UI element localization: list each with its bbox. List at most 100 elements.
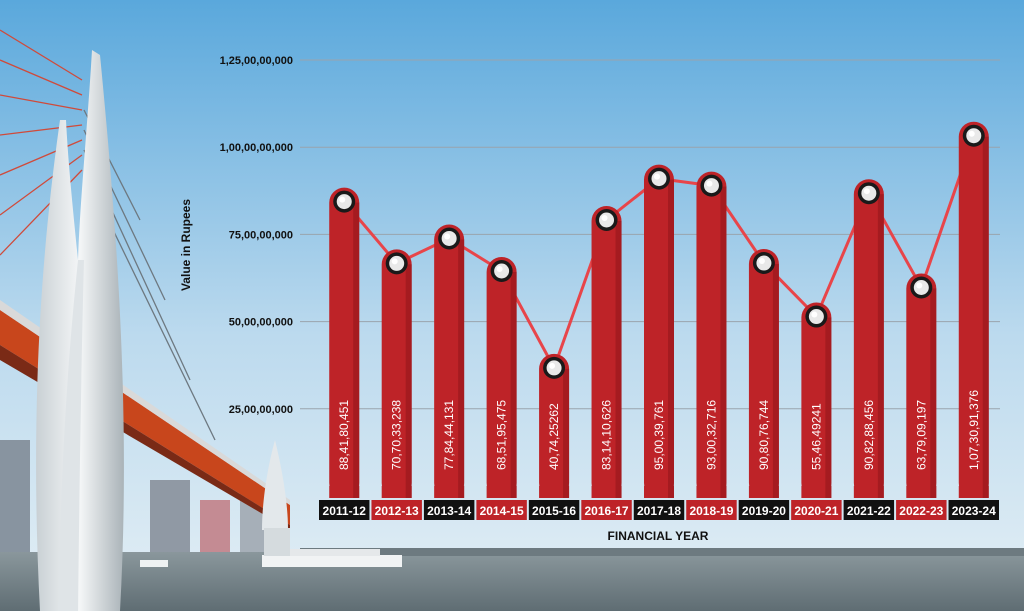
bar-2019-20 <box>748 249 779 498</box>
value-label: 1,07,30,91,376 <box>967 390 981 470</box>
category-label: 2012-13 <box>375 504 419 518</box>
category-label: 2011-12 <box>323 504 367 518</box>
bar-base <box>906 486 937 498</box>
bar-base <box>539 486 570 498</box>
bar-2018-19 <box>696 171 727 498</box>
bar-shade <box>563 368 570 498</box>
bar-shade <box>720 186 727 498</box>
marker-highlight <box>654 173 660 180</box>
category-label-box <box>686 500 737 520</box>
bar-shade <box>668 179 674 498</box>
bar-shade <box>772 264 779 498</box>
y-axis-title: Value in Rupees <box>179 199 193 291</box>
category-label: 2013-14 <box>427 504 471 518</box>
bar-2013-14 <box>434 224 465 498</box>
bar-2011-12 <box>329 187 360 499</box>
bar-base <box>486 486 517 498</box>
bar-base <box>801 486 832 498</box>
bar-2014-15 <box>486 257 517 498</box>
bar-shade <box>825 317 832 498</box>
category-label-box <box>738 500 790 520</box>
x-axis-title: FINANCIAL YEAR <box>608 529 709 543</box>
category-label: 2021-22 <box>847 504 891 518</box>
bar-base <box>958 486 989 498</box>
category-label-box <box>371 500 422 520</box>
bar-base <box>591 486 622 498</box>
value-label: 88,41,80,451 <box>337 400 351 470</box>
category-label-box <box>633 500 685 520</box>
marker-highlight <box>549 362 556 369</box>
category-label: 2014-15 <box>480 504 524 518</box>
bar-shade <box>877 194 884 498</box>
bar-shade <box>930 288 937 498</box>
marker-highlight <box>863 188 870 195</box>
marker-highlight <box>916 282 923 289</box>
bar-2015-16 <box>539 353 570 498</box>
category-label: 2015-16 <box>532 504 576 518</box>
bar-shade <box>510 272 517 498</box>
bar-2020-21 <box>801 302 832 498</box>
marker-highlight <box>444 233 451 240</box>
marker-highlight <box>496 266 503 273</box>
category-label: 2017-18 <box>637 504 681 518</box>
bar-base <box>381 486 412 498</box>
value-labels: 88,41,80,451 70,70,33,238 77,84,44,131 68,5… <box>337 390 981 470</box>
marker-highlight <box>391 258 398 265</box>
category-labels: 2011-12 2012-13 2013-14 2014-15 2015-16 2016-… <box>319 500 999 520</box>
bar-2022-23 <box>906 273 937 498</box>
value-label: 90,82,88,456 <box>862 400 876 470</box>
category-label: 2016-17 <box>585 504 629 518</box>
category-label-box <box>896 500 947 520</box>
bridge-tower <box>36 50 124 611</box>
y-tick-label: 25,00,00,000 <box>229 404 293 416</box>
bar-base <box>644 486 674 498</box>
category-label-box <box>528 500 580 520</box>
y-tick-label: 50,00,00,000 <box>229 317 293 329</box>
category-label: 2019-20 <box>742 504 786 518</box>
bar-base <box>696 486 727 498</box>
category-label-box <box>423 500 475 520</box>
value-label: 90,80,76,744 <box>757 400 771 470</box>
category-label-box <box>319 500 370 520</box>
value-label: 77,84,44,131 <box>442 400 456 470</box>
value-label: 55,46,49241 <box>809 403 823 470</box>
category-label: 2023-24 <box>952 504 996 518</box>
water <box>0 548 1024 611</box>
y-tick-label: 1,00,00,00,000 <box>220 142 293 154</box>
bar-base <box>853 486 884 498</box>
category-label-box <box>476 500 527 520</box>
bar-shade <box>458 239 465 498</box>
value-label: 70,70,33,238 <box>390 400 404 470</box>
bar-2017-18 <box>644 164 674 498</box>
category-label-box <box>948 500 999 520</box>
ship <box>140 549 402 567</box>
value-label: 93,00,32,716 <box>704 400 718 470</box>
category-label-box <box>581 500 632 520</box>
bar-base <box>329 486 360 498</box>
y-axis-ticks: 25,00,00,000 50,00,00,000 75,00,00,000 1,00… <box>220 55 293 416</box>
bridge-tower-far <box>262 440 290 556</box>
bar-shade <box>615 221 622 499</box>
value-label: 63,79,09,197 <box>914 400 928 470</box>
bar-2021-22 <box>853 179 884 498</box>
bar-base <box>434 486 465 498</box>
marker-highlight <box>601 215 608 222</box>
bar-2016-17 <box>591 206 622 499</box>
bars <box>329 121 989 499</box>
bar-shade <box>353 202 360 499</box>
bar-shade <box>982 136 989 498</box>
bar-2023-24 <box>958 121 989 499</box>
category-label: 2018-19 <box>689 504 733 518</box>
marker-highlight <box>811 311 818 318</box>
category-label: 2022-23 <box>899 504 943 518</box>
marker-highlight <box>339 196 346 203</box>
bar-shade <box>405 264 412 498</box>
marker-highlight <box>758 258 765 265</box>
category-label: 2020-21 <box>794 504 838 518</box>
value-label: 40,74,25262 <box>547 403 561 470</box>
bar-base <box>748 486 779 498</box>
y-tick-label: 75,00,00,000 <box>229 229 293 241</box>
category-label-box <box>791 500 842 520</box>
marker-highlight <box>968 130 975 137</box>
